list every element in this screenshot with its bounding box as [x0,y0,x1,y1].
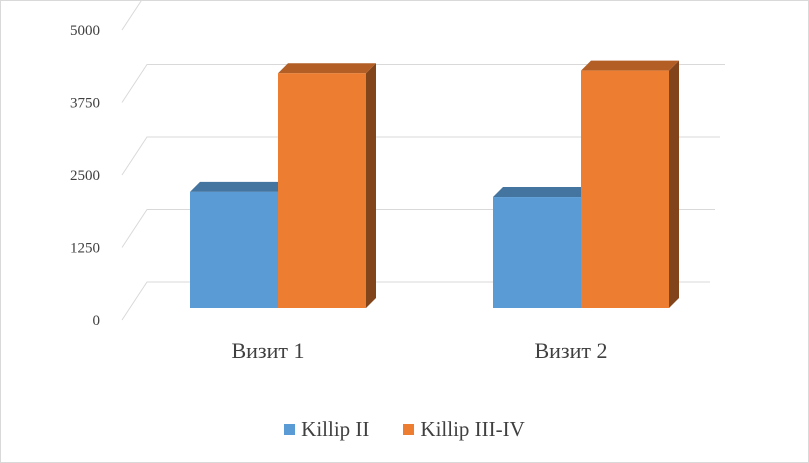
bar [581,60,679,308]
gridline [121,64,725,103]
bar-top [190,181,288,192]
category-labels: Визит 1 Визит 2 [231,338,607,363]
legend-swatch-killip-iii-iv [403,424,415,435]
gridline [121,136,720,176]
bar [493,187,591,308]
y-tick-label: 3750 [70,96,100,112]
y-tick-label: 5000 [70,23,100,39]
legend-label-killip-iii-iv: Killip III-IV [420,417,525,441]
legend-item-killip-ii: Killip II [284,417,369,442]
bar-top [581,60,679,71]
y-tick-label: 2500 [70,168,100,184]
bar-front [493,197,581,308]
legend: Killip II Killip III-IV [0,417,809,442]
bar-front [581,70,669,308]
bar-front [278,73,366,308]
bar-top [493,187,591,198]
y-tick-label: 1250 [70,241,100,257]
category-label: Визит 2 [534,338,607,363]
legend-label-killip-ii: Killip II [301,417,370,441]
y-axis-ticks: 0 1250 2500 3750 5000 [70,23,100,329]
bars [190,60,679,308]
bar-top [278,63,376,74]
bar-side [366,63,376,308]
bar [190,181,288,308]
category-label: Визит 1 [231,338,304,363]
gridline [121,0,143,31]
y-tick-label: 0 [93,313,101,329]
legend-swatch-killip-ii [284,424,296,435]
bar-front [190,191,278,308]
bar [278,63,376,308]
bar-side [669,60,679,308]
legend-item-killip-iii-iv: Killip III-IV [403,417,525,442]
